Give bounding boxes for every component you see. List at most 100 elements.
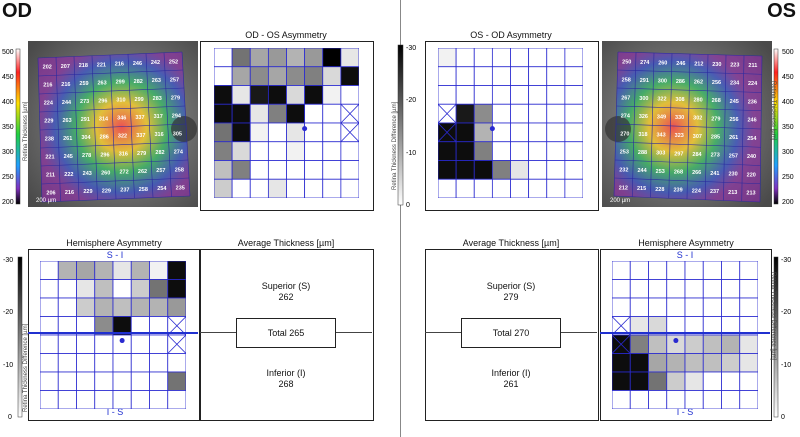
asym-cell <box>76 261 96 280</box>
asym-cell <box>231 48 251 68</box>
grid-line <box>613 195 761 203</box>
thickness-value: 274 <box>174 149 184 155</box>
grid-line <box>704 54 709 200</box>
thickness-value: 280 <box>694 98 703 104</box>
asym-cell <box>304 66 324 86</box>
asym-cell <box>546 66 566 86</box>
thickness-value: 218 <box>79 63 88 69</box>
asym-cell <box>231 141 251 161</box>
asym-cell <box>491 122 511 143</box>
asym-cell <box>438 66 457 86</box>
asym-cell <box>286 141 306 161</box>
asym-cell <box>130 334 150 354</box>
asym-cell <box>721 353 741 373</box>
cross-line <box>612 316 631 336</box>
diff-colorbar-top: -30 -20 -10 0 Retina Thickness Differenc… <box>392 44 416 209</box>
asym-cell <box>739 297 758 317</box>
thickness-value: 213 <box>728 190 737 196</box>
asym-cell <box>564 85 583 105</box>
asym-cell <box>322 66 342 86</box>
thickness-value: 224 <box>748 81 758 87</box>
asym-cell <box>231 103 251 124</box>
asym-cell <box>231 178 251 198</box>
asym-cell <box>340 85 359 105</box>
asym-cell <box>304 141 324 161</box>
asym-cell <box>629 371 649 391</box>
od-inferior: Inferior (I) 268 <box>200 368 372 390</box>
os-hemi-grid <box>612 261 758 409</box>
asym-cell <box>340 66 359 86</box>
asym-cell <box>648 371 668 391</box>
svg-text:350: 350 <box>782 124 794 131</box>
od-total-box: Total 265 <box>236 318 336 348</box>
asym-cell <box>666 353 686 373</box>
asym-cell <box>149 390 169 409</box>
fovea-dot <box>302 126 308 132</box>
thickness-value: 202 <box>43 65 52 71</box>
asym-cell <box>510 48 530 68</box>
asym-cell <box>76 353 96 373</box>
asym-cell <box>112 279 132 299</box>
asym-cell <box>564 66 583 86</box>
os-hemi-bottom-label: I - S <box>676 407 694 417</box>
asym-cell <box>286 160 306 180</box>
thickness-value: 279 <box>137 151 146 157</box>
thickness-value: 300 <box>658 78 667 84</box>
asym-cell <box>510 103 530 124</box>
svg-text:Retina Thickness [µm]: Retina Thickness [µm] <box>23 101 29 161</box>
asym-cell <box>112 371 132 391</box>
asym-cell <box>249 48 269 68</box>
asym-cell <box>528 160 548 180</box>
thickness-value: 246 <box>747 118 756 124</box>
thickness-value: 212 <box>694 61 703 67</box>
asym-cell <box>739 279 758 299</box>
thickness-value: 349 <box>657 115 666 121</box>
thickness-value: 207 <box>61 64 70 70</box>
asym-cell <box>267 178 287 198</box>
asym-cell <box>491 178 511 198</box>
thickness-value: 337 <box>135 115 144 121</box>
os-thickness-heatmap <box>614 52 762 202</box>
grid-line <box>615 141 761 148</box>
asym-cell <box>167 353 186 373</box>
asym-cell <box>528 122 548 143</box>
thickness-value: 237 <box>120 188 129 194</box>
thickness-value: 322 <box>657 96 666 102</box>
os-avg-title: Average Thickness [µm] <box>462 238 560 248</box>
svg-text:350: 350 <box>2 124 14 131</box>
thickness-value: 229 <box>44 119 53 125</box>
asym-cell <box>612 353 631 373</box>
os-total-box: Total 270 <box>461 318 561 348</box>
asym-cell <box>546 48 566 68</box>
asym-cell <box>76 334 96 354</box>
asym-cell <box>214 66 233 86</box>
thickness-value: 263 <box>97 80 106 86</box>
os-asym-grid <box>438 48 583 198</box>
od-hemi-grid <box>40 261 186 409</box>
asym-cell <box>491 66 511 86</box>
asym-cell <box>528 85 548 105</box>
asym-cell <box>267 141 287 161</box>
thickness-value: 239 <box>673 188 682 194</box>
thickness-value: 221 <box>45 155 54 161</box>
asym-cell <box>322 141 342 161</box>
svg-text:-20: -20 <box>781 309 791 316</box>
os-asym-title: OS - OD Asymmetry <box>470 30 552 40</box>
svg-text:-30: -30 <box>781 257 791 264</box>
cross-line <box>340 122 359 143</box>
asym-cell <box>491 85 511 105</box>
grid-line <box>614 159 761 166</box>
grid-line <box>127 54 135 199</box>
asym-cell <box>94 334 114 354</box>
svg-text:Retina Thickness Difference [µ: Retina Thickness Difference [µm] <box>770 272 776 361</box>
thickness-value: 216 <box>43 83 52 89</box>
thickness-value: 216 <box>65 190 74 196</box>
asym-cell <box>57 390 77 409</box>
svg-text:-10: -10 <box>3 362 13 369</box>
asym-cell <box>438 178 457 198</box>
thickness-value: 229 <box>102 188 111 194</box>
thickness-value: 263 <box>62 118 71 124</box>
asym-cell <box>149 297 169 317</box>
svg-text:200: 200 <box>782 199 794 206</box>
os-superior-value: 279 <box>503 292 519 302</box>
